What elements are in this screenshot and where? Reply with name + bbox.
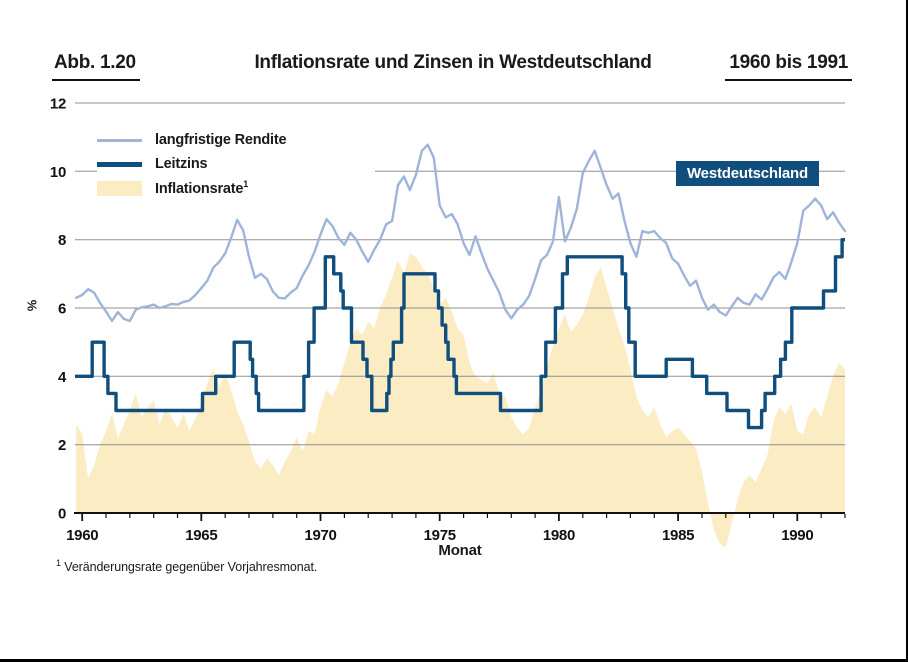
rendite-line: [74, 143, 847, 323]
rendite-line-swatch: [97, 138, 142, 142]
y-tick-label: 0: [58, 506, 66, 523]
x-tick-label: 1960: [66, 527, 98, 544]
footnote-marker: 1: [243, 179, 249, 190]
inflation-area: [76, 253, 845, 548]
footnote-marker: 1: [56, 558, 61, 568]
page-title: Inflationsrate und Zinsen in Westdeutsch…: [254, 52, 652, 73]
y-axis-label: %: [24, 299, 40, 312]
chart-legend: langfristige Rendite Leitzins Inflations…: [97, 126, 375, 202]
y-tick-label: 4: [58, 369, 67, 386]
footnote: 1 Veränderungsrate gegenüber Vorjahresmo…: [56, 558, 317, 574]
x-tick-label: 1965: [185, 527, 217, 544]
y-tick-label: 12: [50, 96, 66, 113]
legend-label-rendite: langfristige Rendite: [155, 132, 287, 148]
legend-item-rendite: langfristige Rendite: [97, 128, 375, 152]
period-label: 1960 bis 1991: [725, 52, 852, 81]
x-tick-label: 1985: [662, 527, 694, 544]
leitzins-line-swatch: [97, 161, 142, 167]
footnote-text: Veränderungsrate gegenüber Vorjahresmona…: [64, 560, 318, 575]
region-badge: Westdeutschland: [676, 161, 819, 186]
x-tick-label: 1990: [781, 527, 813, 544]
legend-label-inflation: Inflationsrate1: [155, 179, 249, 197]
x-tick-label: 1975: [424, 527, 456, 544]
y-tick-label: 10: [50, 164, 66, 181]
x-tick-label: 1970: [304, 527, 336, 544]
x-axis-label: Monat: [438, 542, 482, 559]
legend-item-leitzins: Leitzins: [97, 152, 375, 176]
inflation-area-swatch: [97, 180, 142, 196]
y-tick-label: 6: [58, 301, 66, 318]
y-tick-label: 8: [58, 232, 66, 249]
leitzins-line: [75, 238, 845, 430]
legend-item-inflation: Inflationsrate1: [97, 176, 375, 200]
legend-label-leitzins: Leitzins: [155, 156, 208, 172]
y-tick-label: 2: [58, 437, 66, 454]
figure-number-label: Abb. 1.20: [52, 52, 140, 81]
x-tick-label: 1980: [543, 527, 575, 544]
